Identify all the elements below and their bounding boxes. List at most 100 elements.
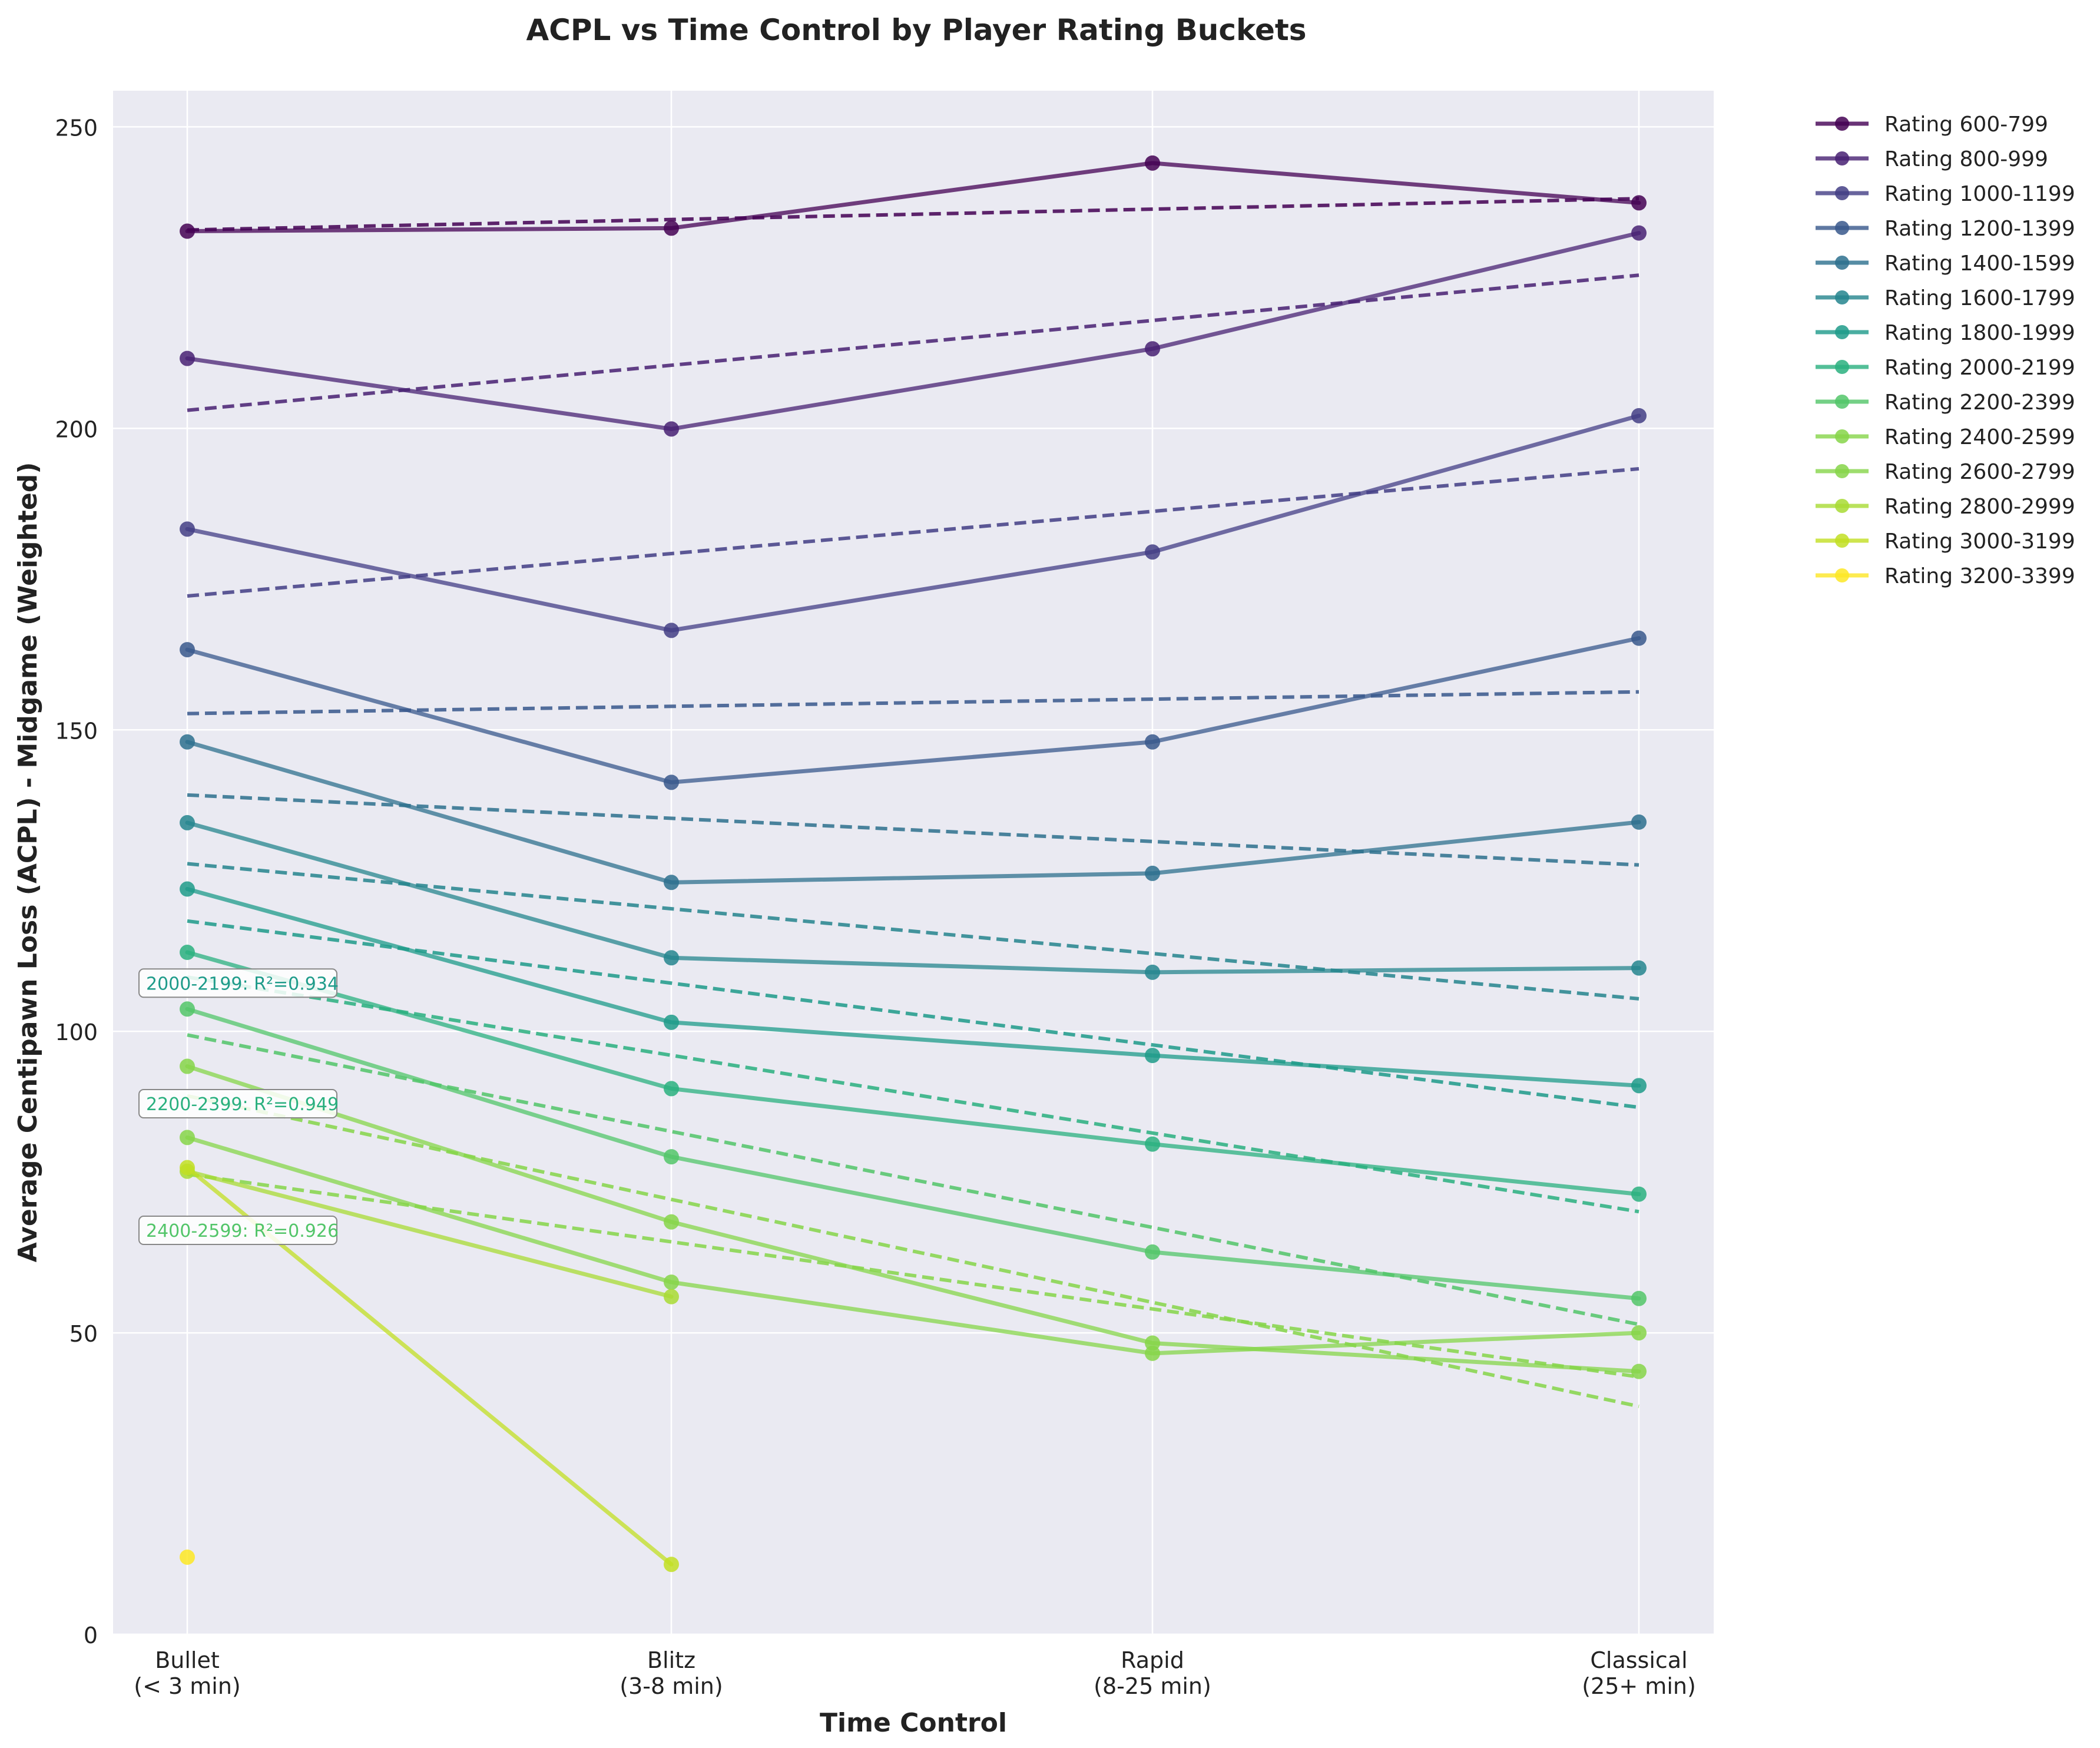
data-point xyxy=(180,815,195,830)
legend-marker xyxy=(1835,464,1849,478)
series-line xyxy=(185,1169,674,1299)
legend-label: Rating 800-999 xyxy=(1884,147,2048,171)
data-point xyxy=(1145,865,1160,881)
data-point xyxy=(1631,630,1647,646)
annotation-box xyxy=(138,1216,337,1246)
data-point xyxy=(664,1214,679,1230)
legend-marker xyxy=(1835,395,1849,409)
legend-marker xyxy=(1835,290,1849,304)
y-tick-labels: 0 50 100 150 200 250 xyxy=(55,115,98,1648)
x-tick-label: Rapid (8-25 min) xyxy=(1094,1647,1211,1699)
trend-lines xyxy=(187,197,1639,1408)
legend-label: Rating 1800-1999 xyxy=(1884,321,2075,345)
data-point xyxy=(1631,1078,1647,1094)
y-tick-label: 0 xyxy=(84,1623,98,1648)
data-point xyxy=(1145,1136,1160,1152)
data-point xyxy=(664,950,679,966)
y-tick-label: 150 xyxy=(55,718,98,744)
series-line xyxy=(185,636,1641,784)
data-point xyxy=(664,421,679,437)
data-point xyxy=(664,774,679,790)
data-point xyxy=(1631,1363,1647,1379)
legend-label: Rating 2400-2599 xyxy=(1884,425,2075,449)
plot-area xyxy=(113,91,1714,1634)
annotation-text: 2200-2399: R²=0.949 xyxy=(146,1094,339,1115)
legend-label: Rating 1000-1199 xyxy=(1884,182,2075,206)
y-tick-label: 200 xyxy=(55,416,98,442)
trend-line xyxy=(187,466,1639,598)
x-tick-label: Classical (25+ min) xyxy=(1582,1647,1696,1699)
trend-line xyxy=(187,273,1639,412)
data-point xyxy=(1631,1186,1647,1202)
legend-label: Rating 1600-1799 xyxy=(1884,286,2075,310)
series-line xyxy=(185,231,1641,431)
data-point xyxy=(664,1557,679,1572)
data-point xyxy=(1145,155,1160,171)
data-point xyxy=(180,1549,195,1565)
data-point xyxy=(1145,1244,1160,1260)
x-tick-labels: Bullet (< 3 min) Blitz (3-8 min) Rapid (8-25 … xyxy=(134,1647,1696,1699)
legend-label: Rating 2600-2799 xyxy=(1884,460,2075,484)
legend-label: Rating 2200-2399 xyxy=(1884,390,2075,415)
legend-marker xyxy=(1835,360,1849,374)
legend-label: Rating 3200-3399 xyxy=(1884,564,2075,588)
data-point xyxy=(664,875,679,890)
data-point xyxy=(1145,1048,1160,1064)
data-point xyxy=(1631,225,1647,241)
data-point xyxy=(1631,960,1647,976)
data-point xyxy=(180,945,195,961)
data-point xyxy=(180,350,195,366)
series-lines xyxy=(180,155,1647,1572)
trend-line xyxy=(187,197,1639,232)
legend-marker xyxy=(1835,499,1849,513)
legend-marker xyxy=(1835,568,1849,582)
legend-label: Rating 1200-1399 xyxy=(1884,217,2075,241)
r2-annotations: 2000-2199: R²=0.934 2200-2399: R²=0.949 24… xyxy=(138,968,339,1246)
legend-marker xyxy=(1835,325,1849,339)
data-point xyxy=(664,623,679,638)
data-point xyxy=(180,642,195,658)
y-tick-label: 50 xyxy=(69,1321,98,1347)
legend-marker xyxy=(1835,151,1849,165)
data-point xyxy=(180,223,195,239)
data-point xyxy=(180,1058,195,1074)
data-point xyxy=(1631,1290,1647,1306)
trend-line xyxy=(187,919,1639,1110)
legend-label: Rating 1400-1599 xyxy=(1884,251,2075,276)
legend-label: Rating 2000-2199 xyxy=(1884,356,2075,380)
trend-line xyxy=(187,793,1639,867)
trend-line xyxy=(187,862,1639,1001)
data-point xyxy=(664,1149,679,1165)
y-tick-label: 100 xyxy=(55,1019,98,1045)
legend-label: Rating 3000-3199 xyxy=(1884,529,2075,554)
x-tick-label: Blitz (3-8 min) xyxy=(620,1647,723,1699)
legend-marker xyxy=(1835,117,1849,131)
data-point xyxy=(664,1274,679,1290)
data-point xyxy=(180,1001,195,1017)
data-point xyxy=(664,1289,679,1305)
data-point xyxy=(1631,408,1647,423)
legend-label: Rating 600-799 xyxy=(1884,112,2048,137)
legend-marker xyxy=(1835,534,1849,548)
legend-marker xyxy=(1835,429,1849,443)
series-line xyxy=(185,1135,1641,1356)
series-line xyxy=(185,740,1641,885)
legend-marker xyxy=(1835,186,1849,200)
annotation-box xyxy=(138,968,337,998)
data-point xyxy=(664,220,679,236)
data-point xyxy=(1631,1325,1647,1341)
data-point xyxy=(180,881,195,897)
series-line xyxy=(185,161,1641,234)
annotation-box xyxy=(138,1089,337,1119)
series-line xyxy=(185,950,1641,1197)
y-tick-label: 250 xyxy=(55,115,98,141)
data-point xyxy=(180,1130,195,1146)
data-point xyxy=(1145,544,1160,560)
legend-marker xyxy=(1835,256,1849,270)
trend-line xyxy=(187,690,1639,716)
data-point xyxy=(180,521,195,537)
series-line xyxy=(185,413,1641,633)
annotation-text: 2000-2199: R²=0.934 xyxy=(146,974,339,994)
y-axis-label: Average Centipawn Loss (ACPL) - Midgame … xyxy=(13,462,43,1263)
series-line xyxy=(185,887,1641,1088)
